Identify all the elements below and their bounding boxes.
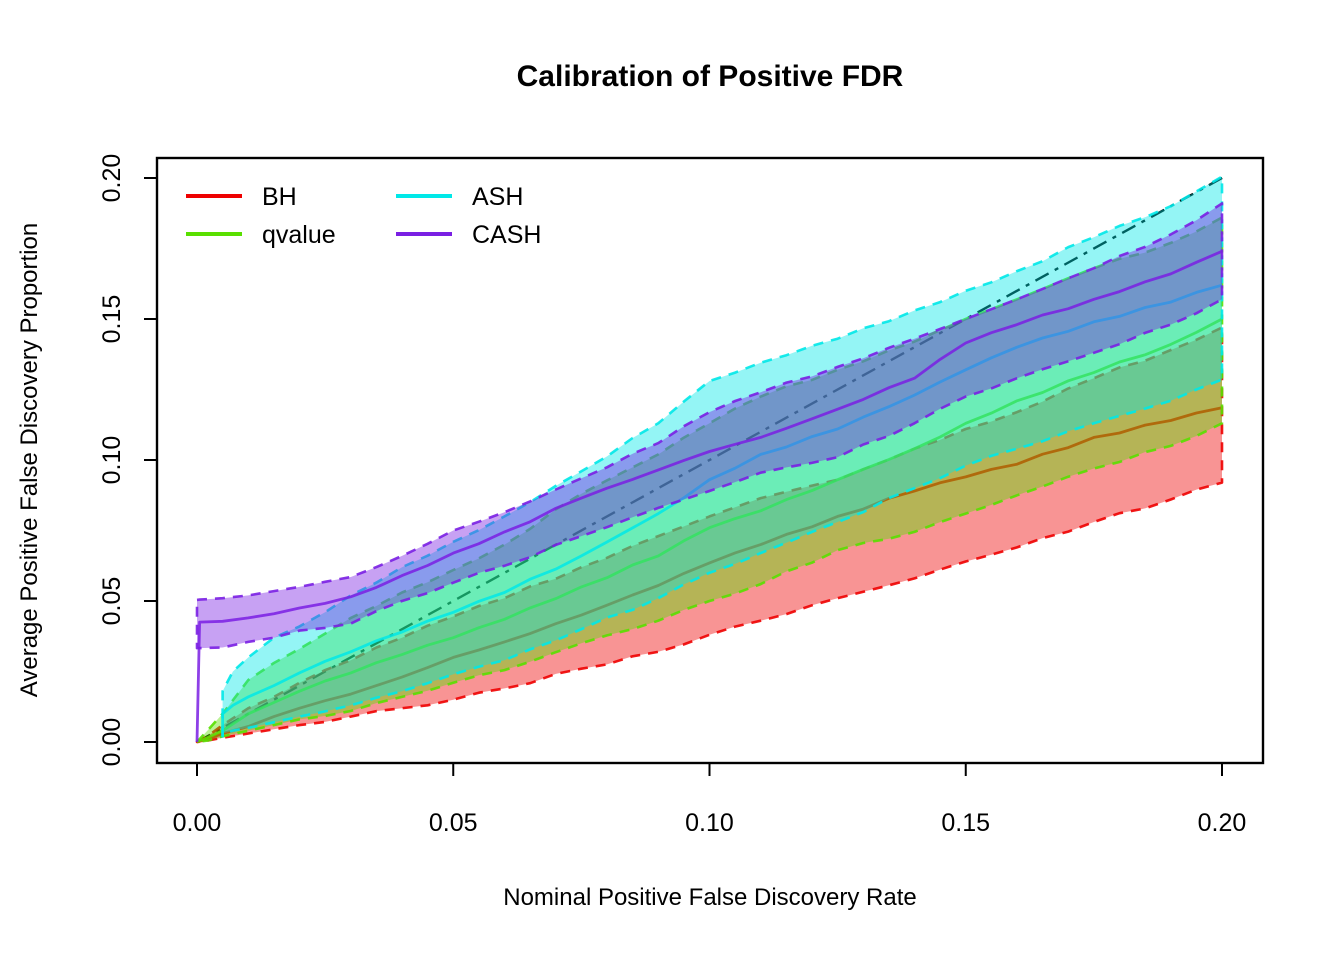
y-tick-label: 0.20 <box>98 154 126 203</box>
y-tick-label: 0.15 <box>98 295 126 344</box>
legend-item-cash: CASH <box>396 221 541 249</box>
legend-label-qvalue: qvalue <box>262 221 336 249</box>
ash-mean-line <box>221 283 1223 737</box>
y-axis-label: Average Positive False Discovery Proport… <box>16 222 43 698</box>
qvalue-mean-line <box>196 317 1223 744</box>
cash-confidence-band <box>195 202 1224 650</box>
legend-item-ash: ASH <box>396 183 523 211</box>
x-axis-label: Nominal Positive False Discovery Rate <box>503 884 917 911</box>
y-tick-label: 0.05 <box>98 577 126 626</box>
legend-item-bh: BH <box>186 183 297 211</box>
x-tick-label: 0.15 <box>941 809 990 837</box>
plot-border-box <box>155 156 1265 765</box>
legend-label-cash: CASH <box>472 221 541 249</box>
legend: BH qvalue ASH CASH <box>186 183 541 249</box>
legend-label-bh: BH <box>262 183 297 211</box>
x-tick-label: 0.10 <box>685 809 734 837</box>
cash-mean-line <box>195 250 1223 743</box>
y-axis: 0.00 0.05 0.10 0.15 0.20 <box>98 154 157 767</box>
legend-label-ash: ASH <box>472 183 523 211</box>
legend-item-qvalue: qvalue <box>186 221 336 249</box>
x-tick-label: 0.00 <box>173 809 222 837</box>
plot-series-layer <box>195 174 1228 744</box>
bh-mean-line <box>196 406 1223 744</box>
y-tick-label: 0.10 <box>98 436 126 485</box>
x-axis: 0.00 0.05 0.10 0.15 0.20 <box>173 763 1247 837</box>
chart-title: Calibration of Positive FDR <box>516 60 904 93</box>
series-cash <box>195 202 1224 743</box>
x-tick-label: 0.05 <box>429 809 478 837</box>
x-tick-label: 0.20 <box>1198 809 1247 837</box>
identity-diagonal-line <box>196 174 1228 744</box>
y-tick-label: 0.00 <box>98 718 126 767</box>
